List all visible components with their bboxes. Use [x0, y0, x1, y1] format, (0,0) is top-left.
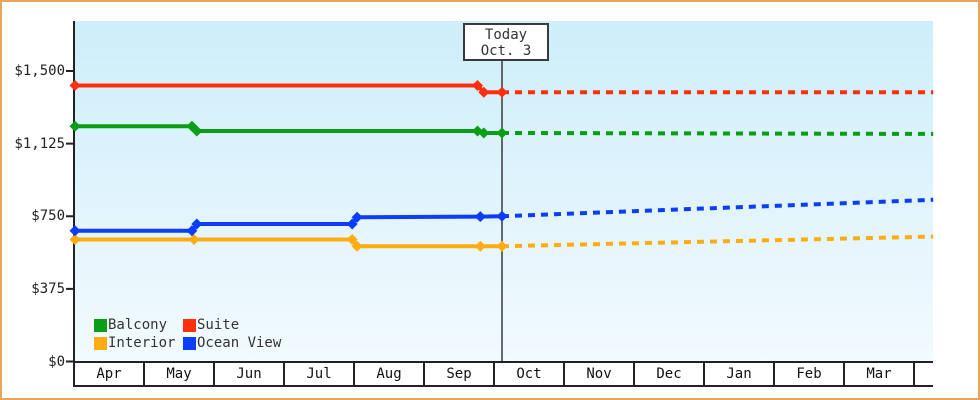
forecast-line — [501, 197, 934, 219]
history-line — [75, 214, 503, 233]
data-point[interactable] — [472, 80, 483, 92]
data-point[interactable] — [496, 86, 508, 98]
data-point[interactable] — [191, 125, 203, 137]
legend-swatch-icon — [183, 336, 196, 350]
data-point[interactable] — [186, 225, 198, 237]
series-balcony[interactable] — [69, 120, 934, 139]
data-point[interactable] — [346, 233, 358, 245]
legend-item-ocean-view: Ocean View — [183, 334, 281, 352]
month-cell-apr: Apr — [75, 363, 145, 385]
month-cell-jun: Jun — [215, 363, 285, 385]
data-point[interactable] — [69, 120, 81, 132]
month-cell-jul: Jul — [285, 363, 355, 385]
plot-area-background — [75, 21, 933, 362]
data-point[interactable] — [478, 127, 490, 139]
legend-swatch-icon — [183, 318, 196, 332]
y-axis-label: $1,125 — [14, 135, 65, 152]
month-cell-sep: Sep — [425, 363, 495, 385]
data-point[interactable] — [69, 80, 81, 92]
series-suite[interactable] — [69, 80, 934, 98]
series-interior[interactable] — [69, 233, 934, 252]
data-point[interactable] — [474, 211, 486, 223]
data-point[interactable] — [351, 211, 363, 223]
data-point[interactable] — [351, 240, 363, 252]
data-point[interactable] — [346, 218, 358, 230]
data-point[interactable] — [474, 240, 486, 252]
y-axis-label: $0 — [48, 353, 65, 370]
legend-item-suite: Suite — [183, 316, 281, 334]
y-axis-label: $750 — [31, 208, 65, 225]
month-cell-dec: Dec — [635, 363, 705, 385]
legend-label: Suite — [197, 317, 240, 333]
forecast-line — [501, 234, 934, 249]
month-cell-jan: Jan — [705, 363, 775, 385]
data-point[interactable] — [69, 225, 81, 237]
y-axis-label: $1,500 — [14, 63, 65, 79]
chart-legend: Balcony Suite Interior Ocean View — [94, 316, 281, 352]
month-cell-oct: Oct — [495, 363, 565, 385]
legend-swatch-icon — [94, 336, 107, 350]
data-point[interactable] — [69, 233, 81, 245]
today-marker-box: Today Oct. 3 — [463, 23, 549, 61]
series-ocean-view[interactable] — [69, 197, 934, 237]
legend-label: Ocean View — [197, 335, 282, 351]
legend-label: Interior — [108, 335, 176, 351]
month-cell-partial — [915, 363, 933, 385]
history-line — [75, 237, 502, 249]
data-point[interactable] — [496, 127, 508, 139]
today-label: Today — [484, 27, 528, 43]
data-point[interactable] — [191, 218, 203, 230]
history-line — [75, 124, 502, 135]
data-point[interactable] — [188, 233, 200, 245]
month-cell-feb: Feb — [775, 363, 845, 385]
today-date: Oct. 3 — [480, 43, 532, 59]
month-cell-may: May — [145, 363, 215, 385]
forecast-line — [501, 130, 934, 136]
month-cell-mar: Mar — [845, 363, 915, 385]
legend-label: Balcony — [108, 317, 168, 333]
data-point[interactable] — [186, 120, 198, 132]
data-point[interactable] — [496, 240, 508, 252]
y-axis-label: $375 — [31, 280, 65, 297]
month-cell-nov: Nov — [565, 363, 635, 385]
data-point[interactable] — [496, 210, 508, 222]
month-cell-aug: Aug — [355, 363, 425, 385]
legend-item-balcony: Balcony — [94, 316, 183, 334]
history-line — [75, 83, 502, 95]
x-axis-month-band: Apr May Jun Jul Aug Sep Oct Nov Dec Jan Feb Mar — [73, 361, 933, 387]
legend-item-interior: Interior — [94, 334, 183, 352]
data-point[interactable] — [478, 86, 490, 98]
legend-swatch-icon — [94, 318, 107, 332]
